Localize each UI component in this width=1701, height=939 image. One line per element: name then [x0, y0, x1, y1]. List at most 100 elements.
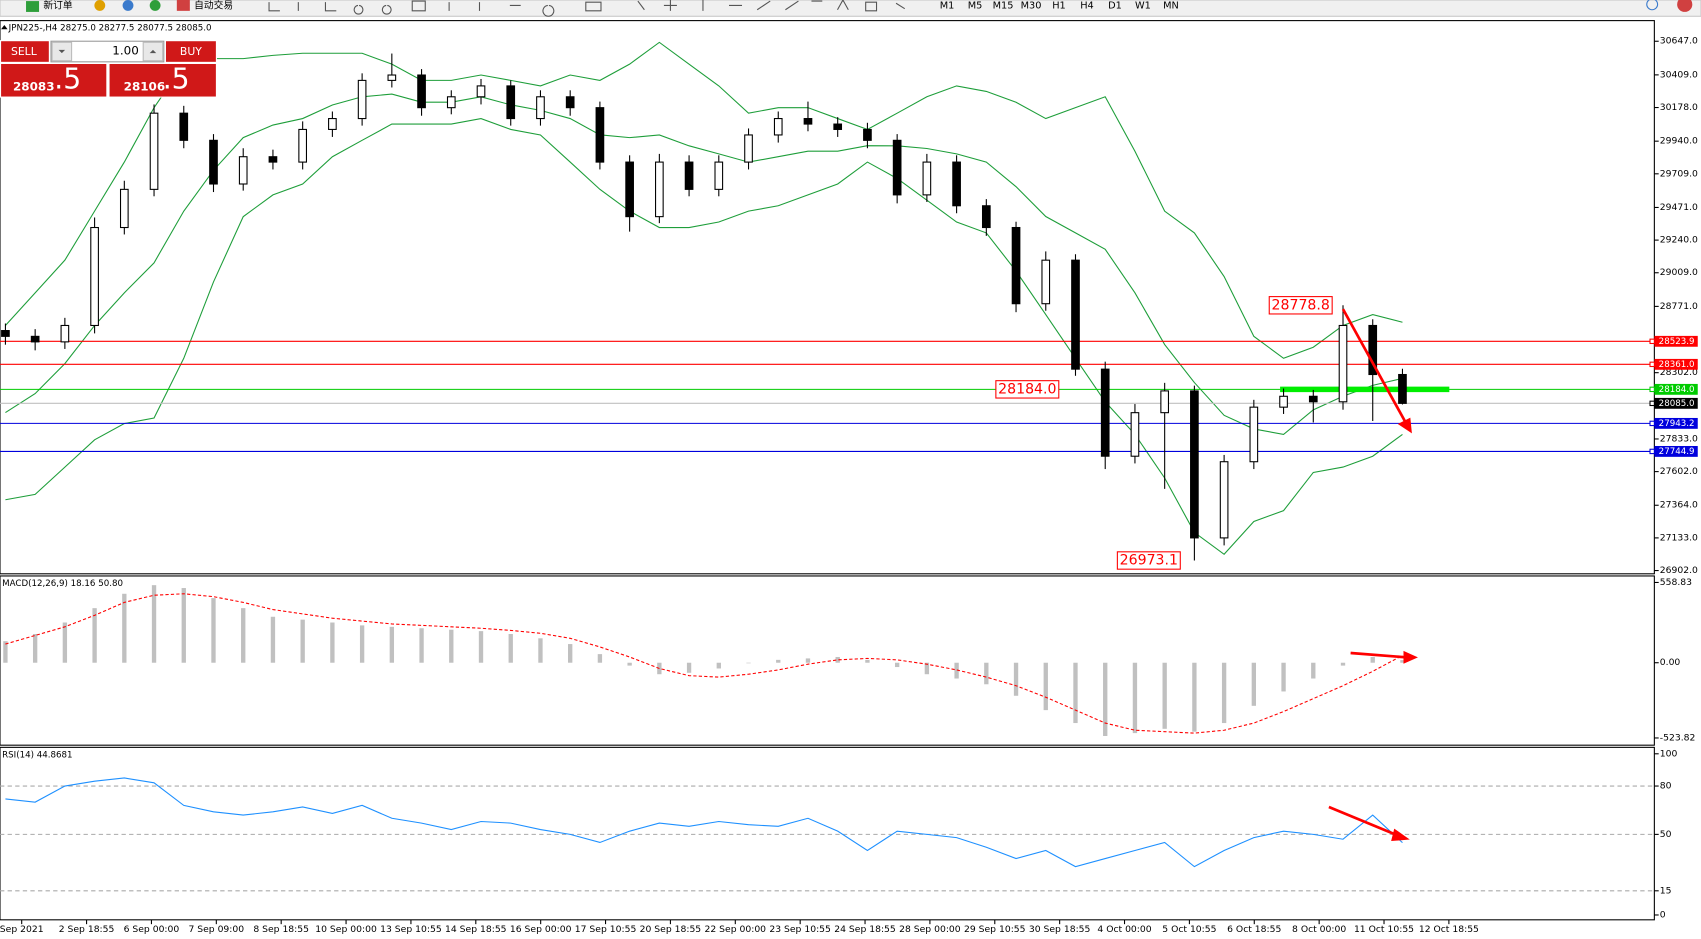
y-tick-label: 27602.0 [1660, 466, 1698, 477]
tool-icon[interactable] [122, 0, 134, 11]
y-tick-label: 80 [1660, 781, 1672, 792]
price-level-tag [1654, 358, 1698, 370]
y-tick-label: 29471.0 [1660, 202, 1698, 213]
auto-trading-label[interactable]: 自动交易 [194, 0, 233, 11]
x-tick-label: 28 Sep 00:00 [899, 924, 961, 935]
lot-input[interactable] [50, 40, 165, 63]
buy-price-main[interactable]: 28106 [124, 79, 165, 93]
y-tick-label: 29940.0 [1660, 136, 1698, 147]
x-tick-label: 13 Sep 10:55 [380, 924, 442, 935]
macd-bar [1103, 662, 1108, 736]
buy-price-frac[interactable]: .5 [163, 62, 190, 95]
candle-body [328, 118, 337, 130]
candle-body [119, 188, 129, 229]
candle-body [565, 96, 575, 109]
y-tick-label: 0.00 [1660, 657, 1681, 668]
tool-icon[interactable] [149, 0, 161, 11]
timeframe-button[interactable]: H4 [1080, 0, 1094, 11]
candle-body [1160, 390, 1170, 414]
x-tick-label: 29 Sep 10:55 [964, 924, 1026, 935]
timeframe-button[interactable]: MN [1163, 0, 1179, 11]
x-tick-label: Sep 2021 [0, 924, 44, 935]
auto-trading-icon[interactable] [176, 0, 190, 11]
price-arrow [1341, 308, 1408, 424]
candle-body [952, 161, 961, 207]
tool-glyphs [268, 0, 906, 17]
macd-bar [597, 654, 603, 663]
macd-bar [984, 662, 989, 685]
y-tick-label: 28771.0 [1660, 301, 1698, 312]
timeframe-button[interactable]: M1 [940, 0, 955, 11]
x-tick-label: 12 Oct 18:55 [1419, 924, 1479, 935]
candle-body [595, 107, 605, 163]
sell-price-main[interactable]: 28083 [13, 79, 54, 93]
y-tick-label: 0 [1660, 909, 1666, 920]
timeframe-button[interactable]: M15 [993, 0, 1014, 11]
timeframe-button[interactable]: M30 [1021, 0, 1042, 11]
down-arrow [58, 49, 66, 54]
tool-icon[interactable] [94, 0, 106, 11]
macd-bar [1221, 662, 1227, 724]
new-order-icon[interactable] [26, 1, 40, 12]
x-tick-label: 20 Sep 18:55 [640, 924, 702, 935]
x-tick-label: 11 Oct 10:55 [1354, 924, 1414, 935]
sell-button[interactable] [1, 41, 49, 62]
x-tick-label: 8 Sep 18:55 [253, 924, 309, 935]
bollinger-lower [5, 117, 1403, 556]
candle-body [1219, 461, 1229, 539]
timeframe-button[interactable]: M5 [968, 0, 983, 11]
candle-body [892, 139, 902, 196]
macd-bar [835, 656, 840, 663]
candle-body [655, 161, 664, 218]
timeframe-bar: M1 M5 M15 M30 H1 H4 D1 W1 MN [940, 0, 1179, 11]
timeframe-button[interactable]: W1 [1135, 0, 1151, 11]
notification-icon[interactable] [1677, 0, 1693, 12]
candle-body [803, 118, 813, 125]
y-tick-label: 27833.0 [1660, 433, 1698, 444]
candle-body [1130, 412, 1140, 457]
macd-bar [954, 662, 959, 679]
macd-bar [1370, 656, 1375, 663]
macd-bar [924, 662, 930, 675]
annotation-box [1116, 551, 1181, 570]
sell-label[interactable]: SELL [11, 45, 37, 58]
new-order-label[interactable]: 新订单 [43, 0, 73, 11]
buy-button[interactable] [165, 41, 216, 62]
sell-price-frac[interactable]: .5 [54, 62, 81, 95]
level-handle [1649, 420, 1655, 427]
x-tick-label: 4 Oct 00:00 [1097, 924, 1151, 935]
candle-body [1190, 390, 1199, 539]
annotation-label: 28184.0 [998, 381, 1056, 397]
macd-bar [1043, 662, 1048, 711]
annotation-label: 28778.8 [1272, 297, 1330, 313]
toolbar [0, 0, 1701, 17]
macd-bar [1311, 662, 1316, 679]
candle-body [1071, 259, 1080, 370]
macd-bar [270, 616, 276, 663]
x-tick-label: 6 Sep 00:00 [124, 924, 180, 935]
candle-body [863, 128, 872, 141]
price-level-label: 28523.9 [1659, 337, 1695, 347]
rsi-arrow [1328, 805, 1398, 837]
candle-body [1279, 395, 1288, 408]
price-level-label: 27943.2 [1659, 419, 1695, 429]
candle-body [298, 128, 308, 163]
macd-bar [776, 659, 781, 663]
price-level-label: 28184.0 [1659, 385, 1695, 395]
candle-body [1011, 226, 1021, 305]
lot-value[interactable]: 1.00 [112, 43, 139, 57]
timeframe-button[interactable]: H1 [1052, 0, 1066, 11]
search-icon[interactable] [1646, 0, 1659, 11]
sell-price-box[interactable] [1, 63, 107, 97]
y-tick-label: 15 [1660, 885, 1672, 896]
macd-arrow [1350, 651, 1407, 659]
x-tick-label: 17 Sep 10:55 [575, 924, 637, 935]
buy-label[interactable]: BUY [180, 45, 202, 58]
x-tick-label: 14 Sep 18:55 [445, 924, 507, 935]
buy-price-box[interactable] [109, 63, 216, 97]
timeframe-button[interactable]: D1 [1108, 0, 1122, 11]
main-chart: 30647.0 30409.0 30178.0 29940.0 29709.0 29471… [0, 36, 1698, 576]
macd-bar [478, 631, 484, 663]
macd-bar [894, 662, 900, 668]
candle-body [833, 123, 843, 130]
